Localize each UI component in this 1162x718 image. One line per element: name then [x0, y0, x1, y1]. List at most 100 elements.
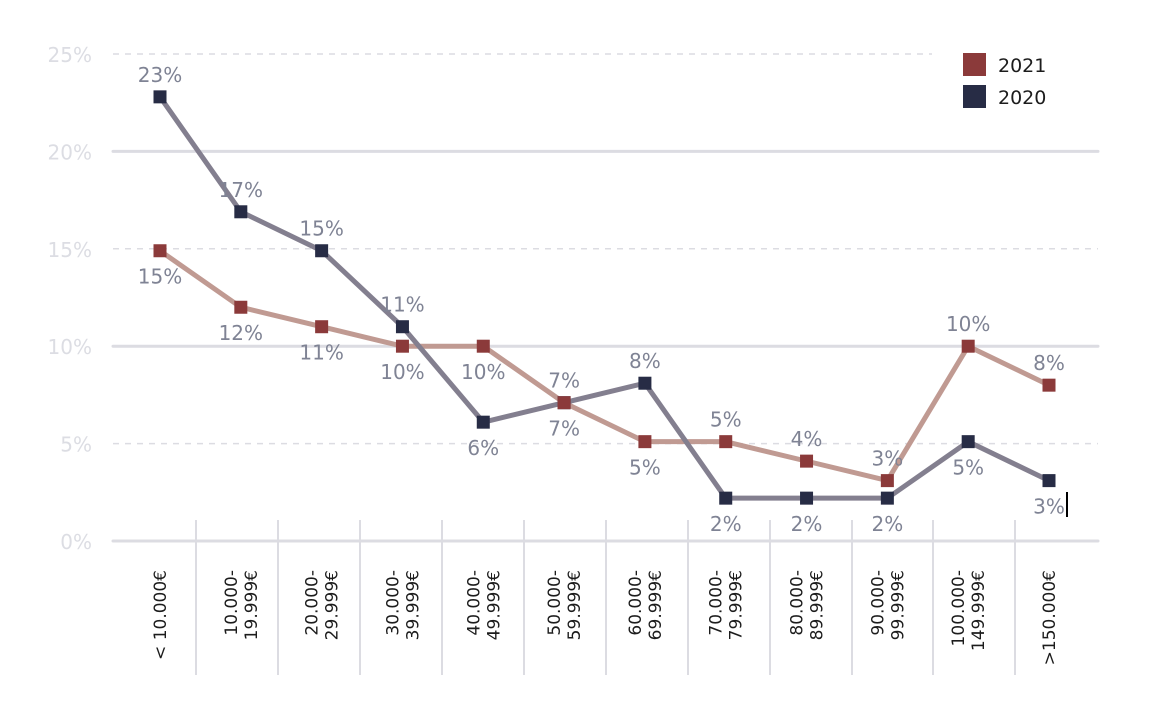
value-label-2021: 5% [710, 408, 742, 432]
x-tick-label-line: 89.999€ [808, 570, 828, 640]
x-tick-label-line: 70.000- [707, 570, 727, 636]
series-line-2021 [158, 248, 1051, 484]
marker-2021 [476, 339, 490, 353]
value-label-2020: 5% [952, 456, 984, 480]
y-tick-label: 15% [48, 238, 92, 262]
x-tick-label-line: 39.999€ [403, 570, 423, 640]
value-label-2021: 12% [219, 321, 263, 345]
series-line-2020 [157, 95, 1051, 501]
marker-2020 [234, 205, 248, 219]
marker-2021 [395, 339, 409, 353]
legend-label-2020: 2020 [998, 87, 1046, 109]
marker-2020 [880, 491, 894, 505]
value-label-2021: 10% [461, 360, 505, 384]
marker-2021 [800, 454, 814, 468]
x-tick-label: 100.000- 149.999€ [949, 570, 989, 651]
value-label-2021: 15% [138, 265, 182, 289]
marker-2020 [315, 244, 329, 258]
x-tick-label-line: 10.000- [222, 570, 242, 636]
series-markers [153, 90, 1056, 505]
marker-2021 [638, 435, 652, 449]
x-tick-label: 30.000- 39.999€ [383, 570, 423, 640]
x-tick-label: 10.000- 19.999€ [222, 570, 262, 640]
y-tick-label: 10% [48, 335, 92, 359]
series-lines [157, 95, 1051, 501]
x-tick-label-line: 100.000- [949, 570, 969, 646]
marker-2020 [800, 491, 814, 505]
x-tick-label: 70.000- 79.999€ [707, 570, 747, 640]
value-label-2020: 2% [871, 512, 903, 536]
value-label-2020: 15% [299, 217, 343, 241]
marker-2020 [638, 376, 652, 390]
y-tick-label: 5% [60, 433, 92, 457]
value-label-2020: 23% [138, 63, 182, 87]
x-tick-label: 40.000- 49.999€ [464, 570, 504, 640]
legend-swatch-2021 [963, 53, 986, 76]
value-label-2020: 17% [219, 178, 263, 202]
x-tick-label-line: 29.999€ [323, 570, 343, 640]
x-tick-label-line: 49.999€ [484, 570, 504, 640]
value-label-2020: 2% [791, 512, 823, 536]
value-label-2020: 3% [1033, 495, 1065, 519]
value-label-2021: 10% [946, 312, 990, 336]
legend-swatch-2020 [963, 85, 986, 108]
x-tick-label: < 10.000€ [151, 570, 171, 660]
x-tick-label-line: 99.999€ [888, 570, 908, 640]
x-tick-label: 20.000- 29.999€ [303, 570, 343, 640]
x-tick-label-line: 50.000- [545, 570, 565, 636]
y-tick-label: 20% [48, 140, 92, 164]
marker-2021 [153, 244, 167, 258]
value-label-2021: 7% [548, 369, 580, 393]
marker-2020 [961, 435, 975, 449]
value-label-2021: 5% [629, 456, 661, 480]
x-tick-label-line: >150.000€ [1040, 570, 1060, 665]
x-tick-label-line: 30.000- [383, 570, 403, 636]
x-tick-label: >150.000€ [1040, 570, 1060, 665]
x-tick-label-line: 40.000- [464, 570, 484, 636]
x-tick-label-line: 60.000- [626, 570, 646, 636]
marker-2020 [1042, 474, 1056, 488]
marker-2021 [1042, 378, 1056, 392]
legend-label-2021: 2021 [998, 55, 1046, 77]
x-axis: < 10.000€ 10.000- 19.999€ 20.000- 29.999€ 30.… [151, 520, 1060, 675]
x-tick-label-line: 90.000- [868, 570, 888, 636]
x-tick-label-line: 80.000- [788, 570, 808, 636]
x-tick-label-line: 19.999€ [242, 570, 262, 640]
value-label-2020: 8% [629, 349, 661, 373]
value-labels: 15% 12% 11% 10% 10% 7% 5% 5% 4% 3% 10% 8% 23% 17% 15% 1… [138, 63, 1065, 536]
x-tick-label-line: 69.999€ [646, 570, 666, 640]
marker-2020 [395, 320, 409, 334]
x-tick-label: 80.000- 89.999€ [788, 570, 828, 640]
value-label-2021: 4% [791, 427, 823, 451]
marker-2021 [961, 339, 975, 353]
marker-2021 [315, 320, 329, 334]
value-label-2021: 3% [871, 447, 903, 471]
x-tick-label-line: 59.999€ [565, 570, 585, 640]
value-label-2020: 7% [548, 417, 580, 441]
legend: 2021 2020 [963, 53, 1046, 109]
value-label-2020: 2% [710, 512, 742, 536]
x-tick-label-line: 149.999€ [969, 570, 989, 651]
y-tick-label: 25% [48, 43, 92, 67]
x-tick-label: 60.000- 69.999€ [626, 570, 666, 640]
value-label-2021: 8% [1033, 351, 1065, 375]
y-axis: 0% 5% 10% 15% 20% 25% [48, 43, 92, 554]
marker-2021 [880, 474, 894, 488]
marker-2020 [719, 491, 733, 505]
y-tick-label: 0% [60, 530, 92, 554]
value-label-2021: 11% [299, 341, 343, 365]
marker-2021 [719, 435, 733, 449]
x-tick-label-line: < 10.000€ [151, 570, 171, 660]
x-tick-label: 50.000- 59.999€ [545, 570, 585, 640]
x-tick-label-line: 20.000- [303, 570, 323, 636]
text-cursor [1066, 492, 1068, 517]
x-tick-label-line: 79.999€ [727, 570, 747, 640]
marker-2020 [153, 90, 167, 104]
marker-2021 [234, 300, 248, 314]
value-label-2020: 11% [380, 293, 424, 317]
value-label-2021: 10% [380, 360, 424, 384]
marker-2020 [476, 415, 490, 429]
marker-2021 [557, 396, 571, 410]
gridlines [111, 53, 1100, 543]
